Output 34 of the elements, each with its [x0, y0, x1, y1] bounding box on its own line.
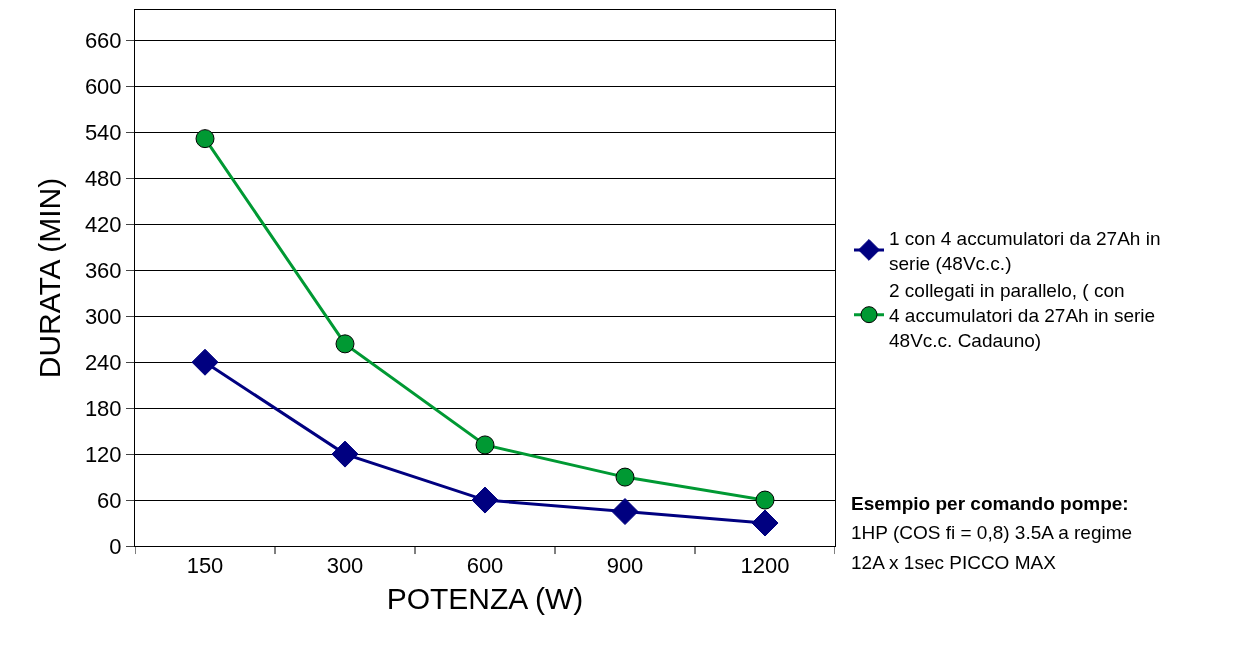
- point: [475, 435, 495, 455]
- x-tick-label: 300: [326, 553, 364, 579]
- x-tick-label: 1200: [740, 553, 790, 579]
- point: [751, 509, 779, 537]
- point: [611, 498, 639, 526]
- legend-label: 2 collegati in parallelo, ( con 4 accumulatori da 27Ah in serie 48Vc.c. Cadauno): [889, 280, 1156, 351]
- y-tick-label: 300: [84, 303, 122, 329]
- y-tick-label: 180: [84, 395, 122, 421]
- y-tick-label: 540: [84, 120, 122, 146]
- legend-label: 1 con 4 accumulatori da 27Ah in serie (48Vc.c.): [889, 227, 1161, 274]
- point: [755, 490, 775, 510]
- y-tick-label: 240: [84, 349, 122, 375]
- x-tick-label: 600: [466, 553, 504, 579]
- y-tick-label: 600: [84, 74, 122, 100]
- x-tick-label: 150: [186, 553, 224, 579]
- x-tick-label: 900: [606, 553, 644, 579]
- y-tick-label: 360: [84, 258, 122, 284]
- text: 1HP (COS fi = 0,8) 3.5A a regime: [851, 522, 1133, 543]
- y-tick-label: 420: [84, 212, 122, 238]
- point: [191, 348, 219, 376]
- y-tick-label: 120: [84, 441, 122, 467]
- y-tick-label: 0: [109, 533, 122, 559]
- x-axis-title: POTENZA (W): [386, 581, 584, 615]
- point: [331, 440, 359, 468]
- y-axis-title: DURATA (MIN): [32, 177, 66, 379]
- point: [615, 467, 635, 487]
- point: [195, 129, 215, 149]
- point: [471, 486, 499, 514]
- y-tick-label: 60: [97, 487, 122, 513]
- text: 12A x 1sec PICCO MAX: [851, 552, 1057, 573]
- y-tick-label: 480: [84, 166, 122, 192]
- y-tick-label: 660: [84, 28, 122, 54]
- point: [335, 334, 355, 354]
- text: Esempio per comando pompe:: [851, 493, 1129, 514]
